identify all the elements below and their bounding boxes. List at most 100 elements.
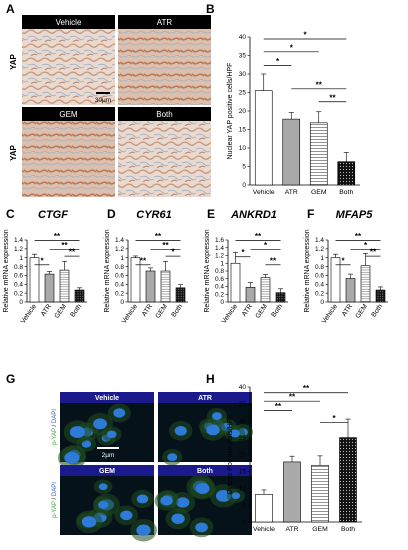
- x-category-label: Vehicle: [321, 303, 339, 325]
- y-axis-label: Relative mRNA expression: [104, 229, 111, 312]
- x-category-label: GEM: [311, 189, 327, 196]
- y-axis-label: Relative mRNA expression: [3, 229, 10, 312]
- cell-nucleus: [174, 425, 187, 436]
- cell-nucleus: [136, 524, 151, 536]
- chart-c: 0 0.2 0.40.6 0.8 1 1.2 1.4 Relative mRNA expres…: [3, 209, 87, 325]
- y-tick-label: 1.6: [215, 237, 224, 244]
- row-label-yap-bottom: YAP: [9, 144, 18, 160]
- y-tick-label: 1.2: [315, 246, 324, 253]
- y-axis-label: Relative mRNA expression: [304, 229, 311, 312]
- significance-label: **: [370, 248, 377, 257]
- x-category-label: ATR: [40, 303, 53, 318]
- if-title-vehicle: Vehicle: [95, 395, 119, 402]
- y-tick-label: 35: [239, 53, 247, 60]
- significance-label: **: [316, 80, 323, 89]
- cell-nucleus: [211, 412, 222, 420]
- bar-atr: [245, 286, 256, 303]
- y-tick-label: 5: [242, 502, 246, 509]
- significance-label: *: [241, 248, 245, 257]
- bar-gem: [311, 464, 329, 523]
- cell-nucleus: [98, 483, 108, 491]
- x-category-label: Both: [339, 189, 353, 196]
- scale-bar-g: [97, 447, 119, 449]
- cell-nucleus: [215, 489, 232, 502]
- x-category-label: Both: [370, 303, 384, 319]
- if-title-both: Both: [197, 468, 213, 475]
- y-tick-label: 0.6: [215, 276, 224, 283]
- y-tick-label: 0: [220, 299, 224, 306]
- if-side-label-bottom: p-YAP / DAPI: [52, 482, 58, 518]
- tile-title-atr: ATR: [157, 18, 173, 27]
- y-tick-label: 0.8: [315, 264, 324, 271]
- x-category-label: ATR: [341, 303, 354, 318]
- x-category-label: GEM: [312, 526, 328, 533]
- y-tick-label: 1.4: [115, 237, 124, 244]
- x-category-label: GEM: [255, 303, 270, 320]
- bar-atr: [44, 273, 55, 303]
- significance-label: **: [329, 93, 336, 102]
- panel-g-micrographs: Vehicle ATR GEM Both p-YAP / DAPI p-YAP …: [52, 392, 254, 542]
- tile-title-gem: GEM: [59, 110, 78, 119]
- y-tick-label: 0.6: [315, 273, 324, 280]
- panel-label-b: B: [206, 2, 215, 16]
- chart-d: 0 0.2 0.40.6 0.8 1 1.2 1.4 Relative mRNA expres…: [104, 209, 188, 325]
- cell-nucleus: [231, 492, 241, 500]
- panel-label-a: A: [6, 2, 15, 16]
- significance-label: *: [303, 31, 307, 40]
- panel-label-e: E: [207, 207, 215, 221]
- if-header-vehicle: [60, 392, 154, 403]
- y-tick-label: 1: [19, 255, 23, 262]
- cell-nucleus: [195, 522, 208, 533]
- significance-label: **: [303, 384, 310, 393]
- panel-label-f: F: [307, 207, 314, 221]
- cell-nucleus: [167, 453, 178, 462]
- chart-h: 0 5 10 15 20 25 30 35 40 Cytoso Positive cells/HP…: [227, 384, 362, 533]
- y-tick-label: 1.2: [215, 253, 224, 260]
- bar-vehicle: [230, 262, 241, 303]
- bar-gem: [59, 269, 70, 303]
- bar-vehicle: [130, 257, 141, 303]
- y-tick-label: 0.2: [215, 291, 224, 298]
- x-category-label: Vehicle: [253, 526, 275, 533]
- significance-label: *: [332, 414, 336, 423]
- significance-label: *: [364, 241, 368, 250]
- cell-nucleus: [195, 483, 210, 494]
- x-category-label: ATR: [285, 189, 298, 196]
- x-category-label: Vehicle: [221, 303, 239, 325]
- chart-title: CTGF: [38, 209, 68, 221]
- y-tick-label: 0.6: [115, 273, 124, 280]
- bar-gem: [360, 265, 371, 303]
- significance-label: *: [171, 248, 175, 257]
- x-category-label: ATR: [241, 303, 254, 318]
- x-category-label: Both: [69, 303, 83, 319]
- significance-label: **: [140, 256, 147, 265]
- significance-label: **: [69, 248, 76, 257]
- y-tick-label: 35: [239, 401, 247, 408]
- y-axis-label: Relative mRNA expression: [204, 229, 211, 312]
- bar-both: [175, 287, 186, 303]
- y-axis-label: Nuclear YAP positive cells/HPF: [227, 63, 234, 160]
- y-tick-label: 20: [239, 108, 247, 115]
- y-tick-label: 0.2: [315, 290, 324, 297]
- cell-nucleus: [106, 430, 117, 439]
- cell-nucleus: [64, 451, 80, 464]
- chart-f: 0 0.2 0.40.6 0.8 1 1.2 1.4 Relative mRNA expres…: [304, 209, 388, 325]
- y-tick-label: 0.4: [115, 281, 124, 288]
- chart-title: ANKRD1: [230, 209, 277, 221]
- y-tick-label: 1.2: [14, 246, 23, 253]
- if-header-both: [158, 465, 252, 476]
- if-header-gem: [60, 465, 154, 476]
- significance-label: *: [264, 241, 268, 250]
- bar-both: [339, 437, 357, 523]
- x-category-label: ATR: [141, 303, 154, 318]
- bar-gem: [260, 277, 271, 303]
- x-category-label: Vehicle: [121, 303, 139, 325]
- x-category-label: Vehicle: [20, 303, 38, 325]
- y-tick-label: 0: [19, 299, 23, 306]
- bar-atr: [282, 118, 301, 186]
- y-tick-label: 10: [239, 485, 247, 492]
- if-cells: [58, 403, 254, 542]
- cell-nucleus: [81, 516, 97, 528]
- bar-atr: [283, 461, 301, 523]
- x-category-label: Both: [270, 303, 284, 319]
